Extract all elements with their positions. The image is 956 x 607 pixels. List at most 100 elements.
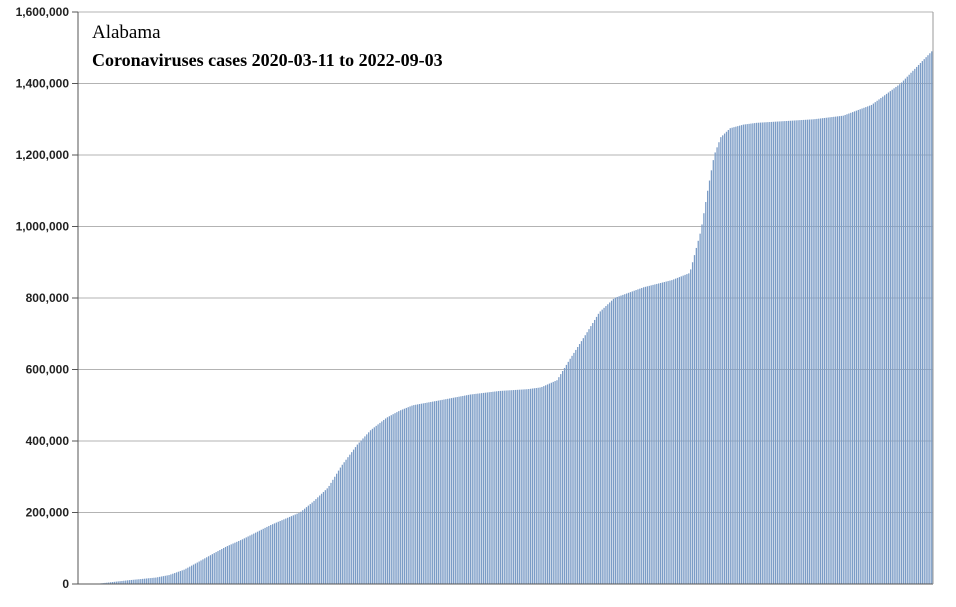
- bar: [804, 119, 807, 584]
- bar: [518, 389, 520, 584]
- bar: [846, 114, 848, 584]
- bar: [567, 361, 569, 584]
- bar: [249, 535, 251, 584]
- bar: [899, 84, 901, 584]
- bar: [923, 59, 925, 585]
- bar: [460, 396, 462, 584]
- bar: [283, 519, 285, 584]
- bar: [917, 64, 920, 585]
- bar: [104, 582, 106, 584]
- y-tick-label: 400,000: [26, 434, 70, 448]
- bar: [317, 497, 319, 584]
- bar: [490, 391, 492, 584]
- bar: [258, 530, 261, 584]
- bar: [931, 51, 933, 584]
- bar: [383, 419, 385, 584]
- bar: [494, 391, 496, 584]
- bar: [469, 394, 471, 584]
- bar: [273, 523, 276, 584]
- bar: [309, 504, 311, 584]
- bar: [464, 395, 466, 584]
- bar: [550, 382, 552, 584]
- bar: [646, 286, 649, 584]
- bar: [158, 576, 161, 584]
- bar: [810, 119, 812, 585]
- bar: [157, 577, 159, 584]
- bar: [407, 407, 409, 584]
- bar: [614, 297, 617, 584]
- bar: [221, 549, 223, 584]
- bar: [872, 103, 875, 584]
- bar: [599, 311, 601, 584]
- bar: [396, 412, 398, 584]
- bar: [364, 436, 366, 584]
- bar: [569, 358, 571, 584]
- bar: [183, 569, 185, 584]
- bar: [162, 576, 165, 584]
- bar: [481, 393, 483, 584]
- bar: [445, 399, 447, 584]
- bar: [633, 290, 635, 584]
- bar: [401, 409, 404, 584]
- bar: [315, 499, 317, 584]
- bar: [172, 573, 174, 584]
- bar: [369, 430, 372, 584]
- bar: [511, 390, 513, 584]
- bar: [496, 391, 498, 584]
- bar: [546, 384, 549, 584]
- bar: [820, 118, 822, 584]
- bar: [524, 389, 526, 584]
- bar: [661, 282, 664, 584]
- bar: [658, 283, 660, 584]
- bar: [339, 467, 342, 584]
- bar: [556, 380, 558, 584]
- bar: [123, 580, 125, 584]
- bar: [652, 284, 654, 584]
- bar: [232, 543, 234, 584]
- bar: [921, 61, 923, 584]
- bar: [910, 72, 912, 585]
- bar: [302, 510, 304, 584]
- bar: [465, 395, 468, 584]
- bar: [223, 547, 225, 584]
- bar: [160, 576, 163, 584]
- bar: [226, 546, 229, 584]
- bar: [584, 335, 586, 584]
- bar: [230, 544, 232, 584]
- bar: [262, 528, 264, 584]
- y-tick-labels: 0 200,000 400,000 600,000 800,000 1,000,000 1,…: [16, 5, 78, 591]
- bar: [324, 490, 326, 584]
- bar: [763, 122, 765, 585]
- bar: [479, 393, 481, 584]
- bar: [695, 247, 697, 584]
- bar: [415, 404, 417, 584]
- y-tick-label: 1,400,000: [16, 77, 70, 91]
- bar: [384, 418, 387, 584]
- bar: [285, 518, 287, 584]
- bar: [177, 571, 180, 584]
- bar: [311, 502, 313, 584]
- bar: [531, 388, 534, 584]
- bar: [113, 581, 116, 584]
- bar: [880, 98, 882, 584]
- bar: [202, 559, 204, 584]
- bar: [529, 388, 532, 584]
- bar: [757, 122, 760, 585]
- bar: [885, 93, 888, 584]
- bar: [780, 121, 782, 584]
- bar: [601, 309, 603, 584]
- bar: [390, 415, 392, 584]
- bar: [840, 115, 842, 584]
- bar: [678, 277, 681, 584]
- bar: [164, 575, 166, 584]
- bar: [477, 393, 479, 584]
- bar: [411, 405, 413, 584]
- bar: [347, 457, 349, 584]
- bars: [79, 51, 933, 585]
- bar: [624, 294, 626, 584]
- bar: [904, 78, 907, 584]
- bar: [475, 393, 477, 584]
- y-tick-label: 1,200,000: [16, 148, 70, 162]
- bar: [748, 123, 750, 584]
- bar: [187, 567, 189, 584]
